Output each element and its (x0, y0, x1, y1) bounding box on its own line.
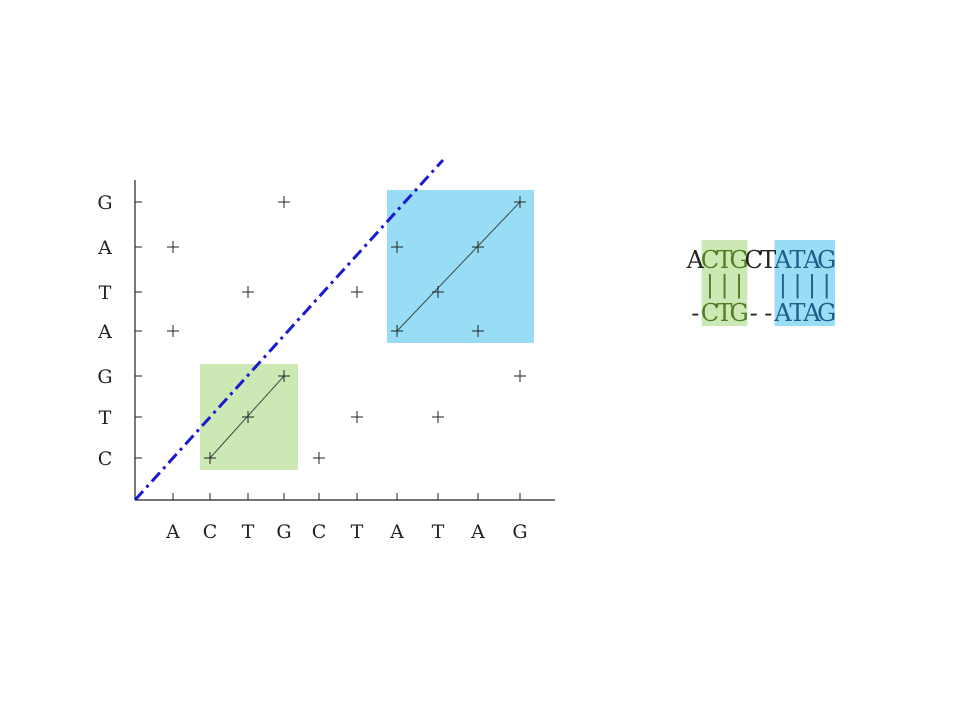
dashdot-line (133, 158, 445, 502)
match-mark (278, 196, 290, 208)
match-mark (514, 370, 526, 382)
alignment-mid-char: | (793, 271, 801, 300)
alignment-highlight-blue (774, 240, 835, 326)
alignment-bottom-char: - (764, 299, 772, 327)
match-mark (432, 286, 444, 298)
y-label: G (97, 192, 112, 214)
alignment-bottom-char: A (802, 299, 821, 327)
alignment-bottom-char: T (716, 299, 732, 327)
y-label: A (97, 321, 112, 343)
x-label: C (203, 521, 218, 543)
y-label: T (99, 282, 112, 304)
x-label: G (276, 521, 291, 543)
alignment-bottom-char: - (750, 299, 758, 327)
match-mark (242, 286, 254, 298)
match-mark (278, 370, 290, 382)
alignment-mid-char: | (720, 271, 728, 300)
alignment-top-char: G (730, 246, 749, 274)
y-label: G (97, 366, 112, 388)
match-mark (351, 411, 363, 423)
match-mark (204, 452, 216, 464)
highlight-boxes (200, 190, 534, 470)
match-mark (391, 241, 403, 253)
alignment-mid-char: | (823, 271, 831, 300)
match-mark (242, 411, 254, 423)
x-label: G (512, 521, 527, 543)
alignment-mid-char: | (808, 271, 816, 300)
alignment-mid-char: | (779, 271, 787, 300)
match-mark (432, 411, 444, 423)
x-label: A (470, 521, 485, 543)
highlight-box-2 (387, 190, 534, 343)
x-label: T (351, 521, 364, 543)
alignment-mid-char: | (706, 271, 714, 300)
match-diagonal (396, 201, 521, 332)
alignment-bottom-char: C (701, 299, 719, 327)
alignment-top-char: T (716, 246, 732, 274)
dashdot-diagonal-line (133, 158, 445, 502)
match-mark (472, 241, 484, 253)
x-label: T (432, 521, 445, 543)
alignment-bottom-char: T (789, 299, 805, 327)
alignment-bottom-char: G (730, 299, 749, 327)
alignment-top-char: C (745, 246, 763, 274)
y-label: C (98, 448, 113, 470)
y-label: T (99, 407, 112, 429)
alignment-top-char: T (760, 246, 776, 274)
y-label: A (97, 237, 112, 259)
plot-axes (134, 180, 555, 501)
match-mark (514, 196, 526, 208)
x-label: A (165, 521, 180, 543)
x-label: C (312, 521, 327, 543)
alignment-top-char: A (773, 246, 792, 274)
match-mark (391, 325, 403, 337)
match-mark (472, 325, 484, 337)
alignment-bottom-char: G (817, 299, 836, 327)
match-mark (313, 452, 325, 464)
axis-ticks (135, 201, 521, 500)
alignment-top-char: G (817, 246, 836, 274)
match-marks (167, 196, 526, 464)
x-label: A (389, 521, 404, 543)
match-mark (167, 241, 179, 253)
alignment-bottom-char: - (691, 299, 699, 327)
x-label: T (242, 521, 255, 543)
alignment-mid-char: | (735, 271, 743, 300)
alignment-highlight-green (701, 240, 748, 326)
alignment-top-char: T (789, 246, 805, 274)
alignment-bottom-char: A (773, 299, 792, 327)
match-mark (351, 286, 363, 298)
alignment-top-char: C (701, 246, 719, 274)
match-mark (167, 325, 179, 337)
alignment-top-char: A (686, 246, 705, 274)
alignment-top-char: A (802, 246, 821, 274)
